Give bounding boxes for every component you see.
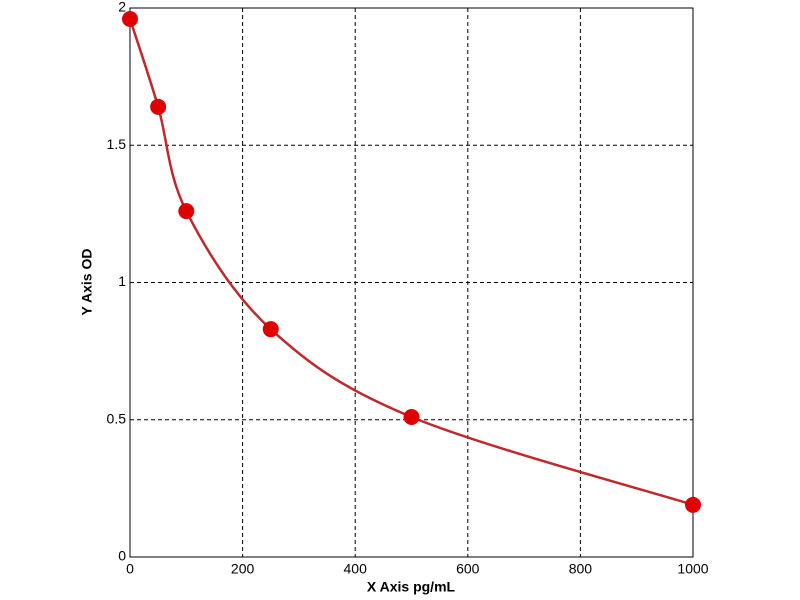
plot-frame [129, 7, 694, 558]
data-point [122, 10, 138, 27]
y-tick-label: 1.5 [107, 136, 127, 152]
x-tick-label: 400 [344, 561, 368, 577]
x-tick-label: 600 [456, 561, 480, 577]
y-tick-label: 0.5 [107, 410, 127, 426]
y-axis-title: Y Axis OD [79, 249, 95, 316]
data-point [178, 203, 195, 220]
x-tick-label: 1000 [677, 561, 708, 577]
data-point [262, 321, 279, 338]
x-tick-label: 200 [231, 561, 255, 577]
x-axis-title: X Axis pg/mL [367, 579, 456, 595]
y-tick-label: 2 [118, 0, 126, 15]
data-point [685, 496, 701, 513]
fit-curve [128, 18, 694, 507]
y-tick-label: 0 [118, 548, 126, 564]
data-point [403, 409, 420, 426]
data-point [150, 98, 167, 115]
x-tick-label: 800 [569, 561, 593, 577]
y-tick-label: 1 [118, 273, 126, 289]
x-tick-label: 0 [126, 561, 134, 577]
